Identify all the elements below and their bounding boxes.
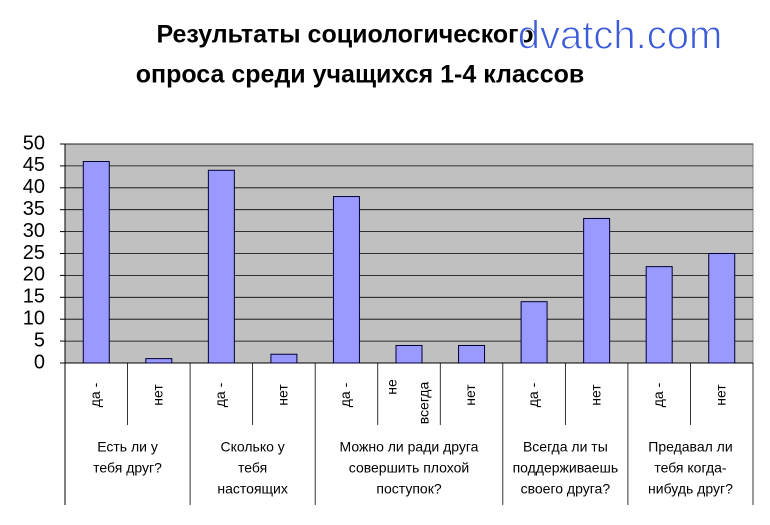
x-tick-label: нет: [275, 384, 291, 406]
group-label: поддерживаешь: [513, 460, 619, 476]
group-label: настоящих: [217, 481, 287, 497]
group-label: тебя когда-: [654, 460, 727, 476]
x-tick-label: не: [384, 379, 400, 395]
group-label: своего друга?: [521, 481, 611, 497]
group-label: Есть ли у: [97, 439, 158, 455]
bar: [708, 253, 736, 364]
bar: [395, 344, 423, 364]
x-tick-label: нет: [587, 384, 603, 406]
y-tick-label: 50: [23, 132, 45, 154]
x-tick-label: да -: [525, 382, 541, 407]
x-tick-label: нет: [462, 384, 478, 406]
bar: [583, 217, 611, 364]
bar: [270, 353, 298, 364]
y-tick-label: 40: [23, 176, 45, 198]
x-tick-label: всегда: [416, 382, 432, 425]
group-label: Сколько у: [220, 439, 284, 455]
group-label: тебя: [238, 460, 267, 476]
y-tick-label: 10: [23, 307, 45, 329]
bar: [645, 266, 673, 364]
y-tick-label: 20: [23, 264, 45, 286]
group-label: поступок?: [376, 481, 441, 497]
x-tick-label: да -: [212, 382, 228, 407]
x-tick-label: да -: [337, 382, 353, 407]
chart-title: опроса среди учащихся 1-4 классов: [136, 61, 585, 89]
chart-title: Результаты социологического: [156, 21, 533, 49]
group-label: совершить плохой: [349, 460, 469, 476]
x-tick-label: нет: [150, 384, 166, 406]
x-tick-label: да -: [87, 382, 103, 407]
bar: [458, 344, 486, 364]
y-tick-label: 15: [23, 286, 45, 308]
y-tick-label: 30: [23, 220, 45, 242]
watermark: dvatch.com: [518, 14, 723, 58]
bar: [520, 301, 548, 364]
y-tick-label: 45: [23, 154, 45, 176]
group-label: нибудь друг?: [648, 481, 733, 497]
bar: [145, 358, 173, 364]
y-tick-label: 5: [34, 329, 45, 351]
x-tick-label: нет: [712, 384, 728, 406]
group-label: Предавал ли: [648, 439, 732, 455]
group-label: Всегда ли ты: [523, 439, 608, 455]
bar: [207, 169, 235, 364]
y-tick-label: 0: [34, 351, 45, 373]
group-label: Можно ли ради друга: [340, 439, 479, 455]
x-tick-label: да -: [650, 382, 666, 407]
bar: [82, 161, 110, 364]
y-tick-label: 25: [23, 242, 45, 264]
y-tick-label: 35: [23, 198, 45, 220]
bar: [332, 196, 360, 364]
group-label: тебя друг?: [93, 460, 162, 476]
